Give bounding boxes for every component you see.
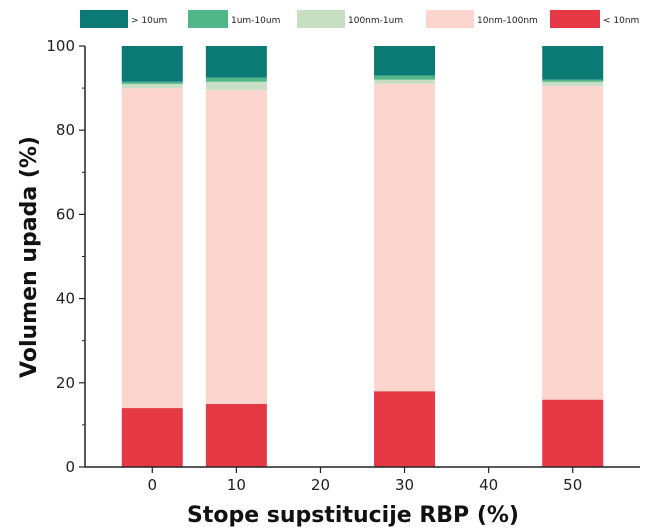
legend-swatch: [188, 10, 228, 28]
y-axis-title: Volumen upada (%): [17, 136, 42, 378]
x-tick-label: 50: [563, 476, 582, 494]
bar-segment-50--10um: [542, 46, 604, 80]
x-tick-label: 20: [311, 476, 330, 494]
bar-segment-0-1um-10um: [121, 81, 183, 84]
bar-segment-30-10nm-100nm: [374, 83, 436, 392]
legend-label: 1um-10um: [231, 16, 280, 26]
bar-segment-10-100nm-1um: [205, 81, 267, 91]
legend: > 10um 1um-10um 100nm-1um 10nm-100nm < 10nm: [80, 10, 639, 28]
bar-segment-30-100nm-1um: [374, 79, 436, 84]
bar-segment-0-10nm-100nm: [121, 88, 183, 409]
bar-segment-0--10nm: [121, 408, 183, 467]
bar-segment-10-1um-10um: [205, 77, 267, 82]
y-tick-label: 20: [56, 374, 75, 392]
legend-label: < 10nm: [603, 16, 639, 26]
bar-segment-30--10um: [374, 46, 436, 76]
bar-segment-30-1um-10um: [374, 75, 436, 80]
y-tick-label: 0: [65, 458, 75, 476]
bar-segment-50-100nm-1um: [542, 81, 604, 86]
legend-label: 100nm-1um: [348, 16, 403, 26]
legend-swatch: [297, 10, 345, 28]
legend-swatch: [550, 10, 600, 28]
axes: 0 20 40 60 80 100 0 10 20 30 40 50: [46, 37, 640, 494]
y-tick-label: 60: [56, 205, 75, 223]
x-tick-label: 10: [227, 476, 246, 494]
y-tick-label: 100: [46, 37, 75, 55]
x-axis-title: Stope supstitucije RBP (%): [187, 503, 519, 528]
bar-segment-30--10nm: [374, 391, 436, 467]
bar-segment-50-1um-10um: [542, 79, 604, 82]
y-tick-label: 40: [56, 290, 75, 308]
bar-segment-50-10nm-100nm: [542, 85, 604, 400]
legend-label: > 10um: [131, 16, 167, 26]
x-tick-label: 40: [479, 476, 498, 494]
legend-swatch: [80, 10, 128, 28]
bar-segment-10-10nm-100nm: [205, 90, 267, 404]
x-tick-label: 30: [395, 476, 414, 494]
bar-segment-0--10um: [121, 46, 183, 82]
x-tick-label: 0: [147, 476, 157, 494]
bar-segment-0-100nm-1um: [121, 83, 183, 89]
legend-label: 10nm-100nm: [477, 16, 538, 26]
bar-segment-10--10nm: [205, 403, 267, 467]
y-tick-label: 80: [56, 121, 75, 139]
bar-segment-10--10um: [205, 46, 267, 78]
bars: [121, 46, 604, 467]
legend-swatch: [426, 10, 474, 28]
bar-segment-50--10nm: [542, 399, 604, 467]
